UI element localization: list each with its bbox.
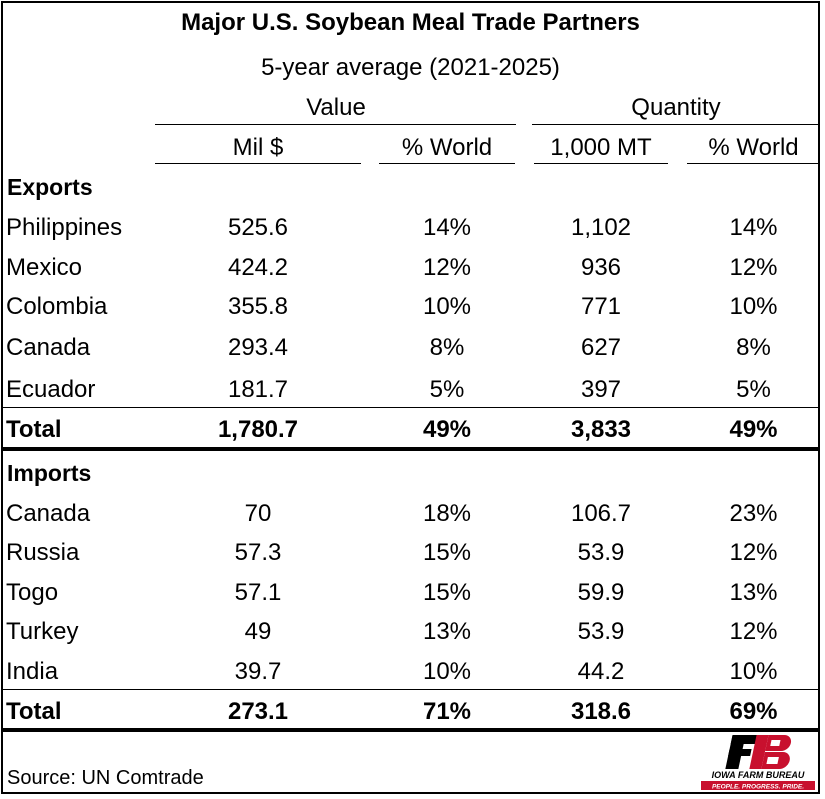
column-header-pct-world-value: % World: [401, 134, 493, 161]
country-name: Russia: [6, 539, 80, 566]
group-underline-quantity: [532, 124, 820, 125]
value-pct-world: 15%: [422, 579, 472, 606]
table-title: Major U.S. Soybean Meal Trade Partners: [181, 9, 640, 36]
column-header-thousand-mt: 1,000 MT: [550, 134, 652, 161]
country-name: Philippines: [6, 214, 123, 241]
fb-logo-icon: IOWA FARM BUREAU PEOPLE. PROGRESS. PRIDE…: [701, 735, 815, 791]
value-pct-world: 10%: [422, 658, 472, 685]
total-value-pct-world: 49%: [422, 416, 472, 443]
total-label: Total: [6, 698, 62, 725]
group-underline-value: [155, 124, 516, 125]
country-name: Mexico: [6, 254, 83, 281]
total-separator-line: [2, 689, 819, 690]
column-underline-mil: [155, 163, 361, 164]
logo-tagline: PEOPLE. PROGRESS. PRIDE.: [712, 784, 804, 791]
quantity-mt: 53.9: [577, 618, 625, 645]
value-pct-world: 14%: [422, 214, 472, 241]
total-value-pct-world: 71%: [422, 698, 472, 725]
quantity-pct-world: 12%: [729, 254, 778, 281]
iowa-farm-bureau-logo: IOWA FARM BUREAU PEOPLE. PROGRESS. PRIDE…: [695, 733, 821, 791]
quantity-pct-world: 14%: [729, 214, 778, 241]
section-divider: [2, 447, 819, 451]
country-name: India: [6, 658, 59, 685]
column-underline-pct-value: [379, 163, 515, 164]
total-quantity-mt: 318.6: [570, 698, 632, 725]
total-label: Total: [6, 416, 62, 443]
quantity-mt: 44.2: [577, 658, 625, 685]
quantity-pct-world: 10%: [729, 293, 778, 320]
quantity-pct-world: 23%: [729, 500, 778, 527]
quantity-mt: 1,102: [570, 214, 632, 241]
country-name: Colombia: [6, 293, 108, 320]
column-header-mil-dollars: Mil $: [232, 134, 284, 161]
value-pct-world: 12%: [422, 254, 472, 281]
column-underline-pct-quantity: [687, 163, 820, 164]
total-separator-line: [2, 407, 819, 408]
quantity-mt: 397: [580, 376, 622, 403]
quantity-mt: 59.9: [577, 579, 625, 606]
quantity-pct-world: 13%: [729, 579, 778, 606]
value-mil: 49: [244, 618, 272, 645]
total-quantity-mt: 3,833: [570, 416, 632, 443]
quantity-pct-world: 12%: [729, 618, 778, 645]
quantity-pct-world: 10%: [729, 658, 778, 685]
quantity-mt: 936: [580, 254, 622, 281]
country-name: Canada: [6, 334, 91, 361]
value-mil: 181.7: [227, 376, 289, 403]
total-quantity-pct-world: 49%: [729, 416, 778, 443]
value-pct-world: 5%: [429, 376, 465, 403]
value-mil: 57.3: [234, 539, 282, 566]
section-label-imports: Imports: [7, 460, 92, 486]
column-underline-mt: [534, 163, 668, 164]
group-header-value: Value: [306, 94, 366, 121]
source-note: Source: UN Comtrade: [7, 767, 204, 789]
country-name: Ecuador: [6, 376, 96, 403]
value-mil: 70: [244, 500, 272, 527]
country-name: Canada: [6, 500, 91, 527]
quantity-pct-world: 5%: [736, 376, 771, 403]
quantity-mt: 771: [580, 293, 622, 320]
column-header-pct-world-quantity: % World: [708, 134, 799, 161]
quantity-mt: 627: [580, 334, 622, 361]
footer-divider: [2, 728, 819, 732]
quantity-mt: 53.9: [577, 539, 625, 566]
section-label-exports: Exports: [7, 174, 93, 200]
value-mil: 355.8: [227, 293, 289, 320]
value-mil: 424.2: [227, 254, 289, 281]
value-mil: 57.1: [234, 579, 282, 606]
value-pct-world: 8%: [429, 334, 465, 361]
country-name: Togo: [6, 579, 59, 606]
value-pct-world: 15%: [422, 539, 472, 566]
value-pct-world: 13%: [422, 618, 472, 645]
country-name: Turkey: [6, 618, 79, 645]
total-value-mil: 1,780.7: [217, 416, 299, 443]
group-header-quantity: Quantity: [631, 94, 721, 121]
value-pct-world: 18%: [422, 500, 472, 527]
quantity-pct-world: 8%: [736, 334, 771, 361]
table-subtitle: 5-year average (2021-2025): [261, 54, 560, 81]
value-mil: 293.4: [227, 334, 289, 361]
total-value-mil: 273.1: [227, 698, 289, 725]
value-mil: 525.6: [227, 214, 289, 241]
total-quantity-pct-world: 69%: [729, 698, 778, 725]
logo-name: IOWA FARM BUREAU: [712, 770, 805, 780]
quantity-mt: 106.7: [570, 500, 632, 527]
value-mil: 39.7: [234, 658, 282, 685]
value-pct-world: 10%: [422, 293, 472, 320]
quantity-pct-world: 12%: [729, 539, 778, 566]
